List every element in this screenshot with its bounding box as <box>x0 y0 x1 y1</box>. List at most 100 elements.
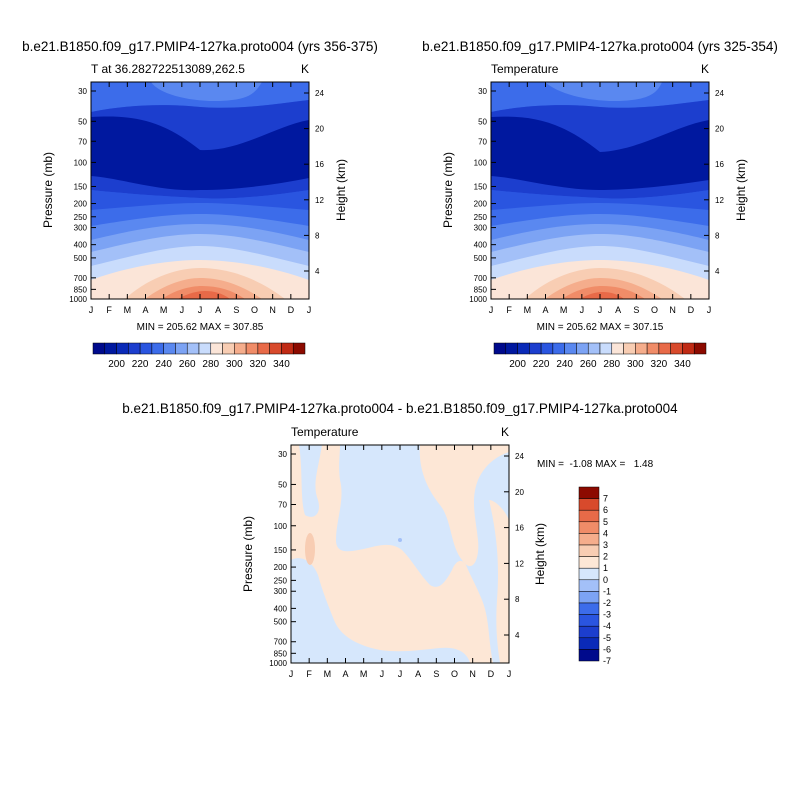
x-tick-label: J <box>598 305 603 315</box>
y-tick-label: 100 <box>274 522 288 531</box>
y2-tick-label: 16 <box>515 524 524 533</box>
colorbar-swatch <box>623 342 636 355</box>
x-tick-label: J <box>507 669 512 679</box>
colorbar-swatch <box>175 342 188 355</box>
y2-tick-label: 24 <box>315 89 324 98</box>
colorbar-tick-label: 300 <box>226 359 243 370</box>
colorbar-swatch <box>587 342 601 355</box>
colorbar-tick-label: 2 <box>603 552 608 562</box>
y-tick-label: 500 <box>74 254 88 263</box>
right-panel-variable-label: Temperature <box>491 62 559 76</box>
x-tick-label: O <box>451 669 458 679</box>
right-panel-title: b.e21.B1850.f09_g17.PMIP4-127ka.proto004… <box>422 39 778 54</box>
x-tick-label: M <box>324 669 332 679</box>
x-tick-label: S <box>633 305 639 315</box>
diff-panel-variable-label: Temperature <box>291 425 359 439</box>
colorbar-tick-label: 0 <box>603 575 608 585</box>
right-stats-label: MIN = 205.62 MAX = 307.15 <box>537 322 664 333</box>
right-band-5 <box>491 116 709 190</box>
right-y-axis-label: Pressure (mb) <box>441 152 455 228</box>
colorbar-swatch <box>578 579 600 592</box>
right-axes: J F M A M J J A S O N D J305070100150200250300400500… <box>469 82 724 315</box>
colorbar-tick-label: -4 <box>603 621 611 631</box>
colorbar-swatch <box>578 567 600 581</box>
x-tick-label: J <box>289 669 294 679</box>
y2-tick-label: 20 <box>715 125 724 134</box>
colorbar-swatch <box>578 625 600 639</box>
y2-tick-label: 4 <box>515 631 520 640</box>
colorbar-tick-label: -5 <box>603 633 611 643</box>
diff-region-negative-center <box>336 445 509 663</box>
colorbar-swatch <box>693 342 707 355</box>
colorbar-tick-label: 7 <box>603 494 608 504</box>
difference-panel: Temperature K J F M A M J J A S O N D J3050701001502… <box>241 425 654 679</box>
x-tick-label: O <box>651 305 658 315</box>
colorbar-swatch <box>139 342 153 355</box>
y2-tick-label: 24 <box>515 452 524 461</box>
colorbar-tick-label: 240 <box>556 359 573 370</box>
y2-tick-label: 12 <box>315 196 324 205</box>
y-tick-label: 200 <box>274 563 288 572</box>
y-tick-label: 700 <box>474 274 488 283</box>
colorbar-swatch <box>292 342 306 355</box>
y-tick-label: 70 <box>478 137 487 146</box>
x-tick-label: F <box>306 669 312 679</box>
x-tick-label: M <box>560 305 568 315</box>
colorbar-swatch <box>576 342 589 355</box>
x-tick-label: A <box>142 305 148 315</box>
x-tick-label: J <box>489 305 494 315</box>
y-tick-label: 70 <box>78 137 87 146</box>
left-y2-axis-label: Height (km) <box>334 159 348 221</box>
y2-tick-label: 20 <box>515 488 524 497</box>
colorbar-swatch <box>578 509 600 523</box>
diff-region-warm-anomaly <box>305 533 315 565</box>
x-tick-label: S <box>433 669 439 679</box>
colorbar-swatch <box>517 342 530 355</box>
colorbar-tick-label: 1 <box>603 563 608 573</box>
colorbar-swatch <box>578 486 600 499</box>
y-tick-label: 300 <box>474 224 488 233</box>
colorbar-swatch <box>578 637 600 650</box>
right-band-16 <box>580 292 624 299</box>
colorbar-swatch <box>493 342 507 355</box>
y-tick-label: 850 <box>274 649 288 658</box>
colorbar-tick-label: 3 <box>603 540 608 550</box>
y2-tick-label: 8 <box>315 231 320 240</box>
y-tick-label: 150 <box>274 546 288 555</box>
x-tick-label: D <box>688 305 695 315</box>
right-y2-axis-label: Height (km) <box>734 159 748 221</box>
diff-region-positive-right-strip <box>489 500 509 663</box>
colorbar-tick-label: 320 <box>651 359 668 370</box>
colorbar-swatch <box>599 342 613 355</box>
difference-panel-title: b.e21.B1850.f09_g17.PMIP4-127ka.proto004… <box>122 401 678 416</box>
colorbar-tick-label: -1 <box>603 586 611 596</box>
y-tick-label: 400 <box>474 241 488 250</box>
y-tick-label: 250 <box>274 576 288 585</box>
right-panel-units-label: K <box>701 62 709 76</box>
y-tick-label: 400 <box>74 241 88 250</box>
x-tick-label: J <box>398 669 403 679</box>
x-tick-label: A <box>215 305 221 315</box>
y-tick-label: 150 <box>74 182 88 191</box>
colorbar-tick-label: 340 <box>273 359 290 370</box>
x-tick-label: D <box>488 669 495 679</box>
colorbar-swatch <box>646 342 660 355</box>
colorbar-swatch <box>222 342 235 355</box>
colorbar-tick-label: 5 <box>603 517 608 527</box>
left-band-16 <box>178 291 230 299</box>
y-tick-label: 1000 <box>469 295 487 304</box>
y-tick-label: 150 <box>474 182 488 191</box>
x-tick-label: J <box>89 305 94 315</box>
y2-tick-label: 12 <box>515 559 524 568</box>
y-tick-label: 50 <box>478 117 487 126</box>
colorbar-tick-label: 320 <box>250 359 267 370</box>
y-tick-label: 1000 <box>69 295 87 304</box>
colorbar-tick-label: -2 <box>603 598 611 608</box>
y-tick-label: 500 <box>474 254 488 263</box>
y-tick-label: 500 <box>274 618 288 627</box>
colorbar-swatch <box>578 533 600 546</box>
diff-y2-axis-label: Height (km) <box>533 523 547 585</box>
colorbar-tick-label: 220 <box>533 359 550 370</box>
diff-contour-field <box>291 445 509 663</box>
